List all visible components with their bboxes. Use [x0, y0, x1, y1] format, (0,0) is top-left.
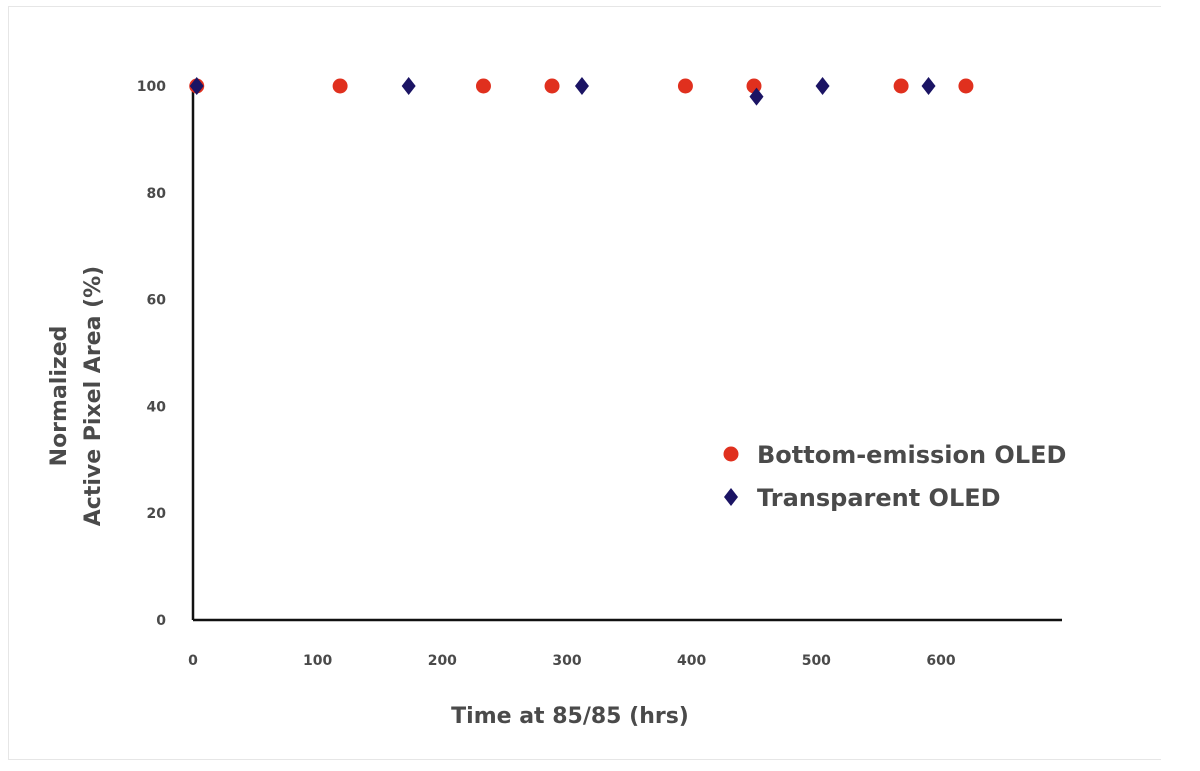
x-tick-label: 500	[802, 653, 831, 669]
legend-label-transparent: Transparent OLED	[757, 484, 1001, 512]
legend-marker-bottom-emission	[723, 446, 739, 462]
x-tick-label: 100	[303, 653, 332, 669]
x-tick-labels: 0 100 200 300 400 500 600	[188, 653, 956, 669]
transparent-point	[574, 77, 589, 95]
transparent-point	[815, 77, 830, 95]
legend-marker-transparent	[724, 488, 738, 506]
bottom-emission-point	[475, 78, 491, 94]
x-tick-label: 400	[677, 653, 706, 669]
bottom-emission-point	[544, 78, 560, 94]
y-axis-title-line-2: Active Pixel Area (%)	[81, 266, 106, 526]
x-axis-title: Time at 85/85 (hrs)	[451, 704, 689, 729]
transparent-point	[401, 77, 416, 95]
y-tick-label: 60	[147, 293, 167, 309]
legend-label-bottom-emission: Bottom-emission OLED	[757, 441, 1066, 469]
bottom-emission-point	[677, 78, 693, 94]
x-tick-label: 600	[926, 653, 955, 669]
legend: Bottom-emission OLED Transparent OLED	[723, 441, 1066, 512]
x-tick-label: 0	[188, 653, 198, 669]
y-tick-label: 20	[147, 506, 167, 522]
y-tick-label: 0	[156, 613, 166, 629]
bottom-emission-point	[332, 78, 348, 94]
bottom-emission-point	[958, 78, 974, 94]
y-tick-label: 80	[147, 186, 167, 202]
y-axis-title-line-1: Normalized	[47, 326, 72, 467]
chart-frame	[8, 6, 1161, 760]
x-tick-label: 300	[552, 653, 581, 669]
transparent-point	[921, 77, 936, 95]
transparent-point	[189, 77, 204, 95]
transparent-point	[749, 87, 764, 106]
y-tick-labels: 0 20 40 60 80 100	[137, 79, 166, 629]
y-tick-label: 100	[137, 79, 166, 95]
y-tick-label: 40	[147, 399, 167, 415]
bottom-emission-point	[893, 78, 909, 94]
data-points	[189, 77, 974, 106]
x-tick-label: 200	[428, 653, 457, 669]
